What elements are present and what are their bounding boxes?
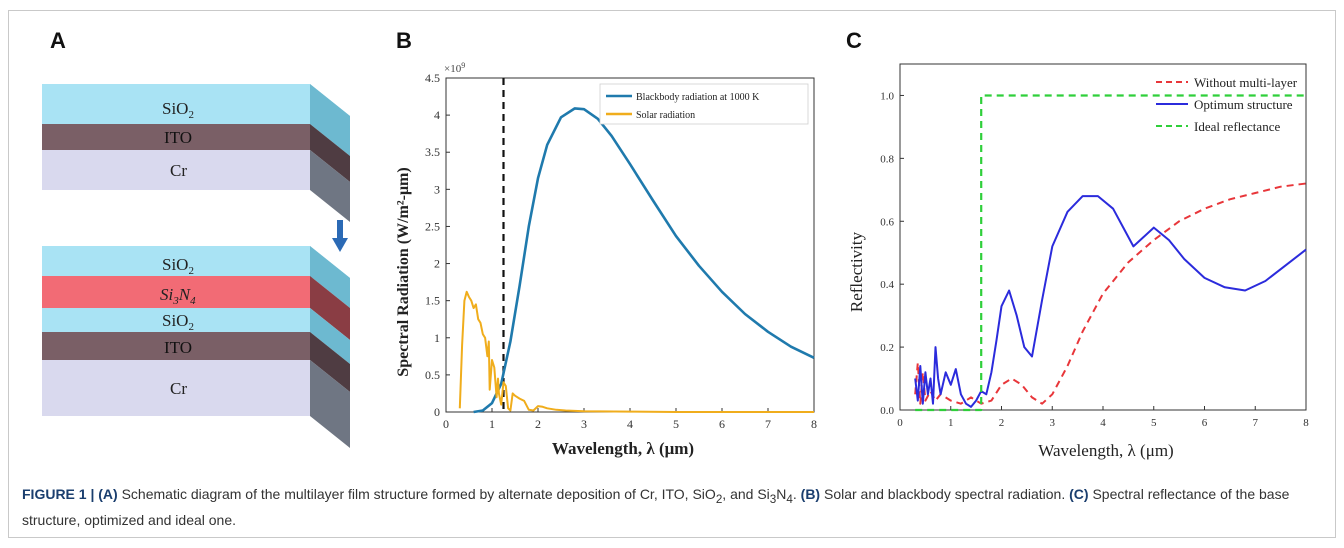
chart-b-xtick-label: 5 bbox=[673, 417, 679, 431]
chart-b-ytick-label: 4.5 bbox=[425, 71, 440, 85]
bottom-stack-ito-side bbox=[310, 332, 350, 392]
chart-b-xtick-label: 1 bbox=[489, 417, 495, 431]
top-stack: SiO2 ITO Cr bbox=[42, 84, 350, 222]
chart-c-xlabel: Wavelength, λ (μm) bbox=[1038, 441, 1173, 460]
arrow-down-icon bbox=[332, 220, 348, 252]
legend-c-ideal-label: Ideal reflectance bbox=[1194, 119, 1280, 134]
chart-b-series-solar bbox=[458, 290, 814, 413]
chart-b-ytick-label: 2.5 bbox=[425, 219, 440, 233]
bottom-stack-label-sio2b: SiO2 bbox=[162, 311, 194, 333]
caption-text-b: Solar and blackbody spectral radiation. bbox=[820, 486, 1070, 502]
chart-c-legend: Without multi-layer Optimum structure Id… bbox=[1156, 75, 1298, 134]
bottom-stack: SiO2 Si3N4 SiO2 ITO Cr bbox=[42, 246, 350, 448]
chart-c-xtick-label: 8 bbox=[1303, 417, 1309, 429]
chart-b-xtick-label: 0 bbox=[443, 417, 449, 431]
chart-b-series-blackbody bbox=[473, 107, 815, 414]
chart-b-xlabel: Wavelength, λ (μm) bbox=[552, 439, 694, 458]
bottom-stack-cr-front bbox=[42, 360, 310, 416]
caption-text-c: Spectral reflectance of the base structu… bbox=[22, 486, 1290, 528]
chart-c-axes-frame bbox=[899, 63, 1307, 411]
bottom-stack-ito-front bbox=[42, 332, 310, 360]
chart-b-ylabel: Spectral Radiation (W/m²-μm) bbox=[395, 167, 412, 376]
legend-c-optimum-label: Optimum structure bbox=[1194, 97, 1293, 112]
chart-c-ytick-label: 0.4 bbox=[880, 279, 894, 291]
chart-c-xtick-label: 7 bbox=[1253, 417, 1259, 429]
chart-b-xtick-label: 7 bbox=[765, 417, 771, 431]
bottom-stack-sio2-front bbox=[42, 246, 310, 276]
chart-b-ytick-label: 4 bbox=[434, 108, 440, 122]
caption-tag-b: (B) bbox=[800, 486, 821, 502]
top-stack-sio2-side bbox=[310, 84, 350, 156]
chart-c-ytick-label: 0.0 bbox=[880, 405, 894, 417]
chart-b-exponent: ×109 bbox=[444, 61, 465, 75]
bottom-stack-label-cr: Cr bbox=[170, 379, 187, 398]
chart-b-xtick-label: 3 bbox=[581, 417, 587, 431]
caption-tag-a: (A) bbox=[98, 486, 118, 502]
chart-c-ytick-label: 0.2 bbox=[880, 342, 894, 354]
chart-b-xtick-label: 4 bbox=[627, 417, 633, 431]
chart-c-xtick-label: 2 bbox=[999, 417, 1005, 429]
caption-text-a3: N bbox=[776, 486, 787, 502]
chart-c-xtick-label: 5 bbox=[1151, 417, 1157, 429]
legend-b-blackbody-label: Blackbody radiation at 1000 K bbox=[636, 92, 760, 103]
top-stack-sio2-front bbox=[42, 84, 310, 124]
top-stack-label-sio2: SiO2 bbox=[162, 99, 194, 121]
panel-letter-c: C bbox=[846, 28, 862, 53]
chart-b-axes-frame bbox=[445, 77, 815, 413]
caption-text-a4: . bbox=[792, 486, 801, 502]
bottom-stack-sio2-side bbox=[310, 246, 350, 308]
bottom-stack-label-ito: ITO bbox=[164, 338, 192, 357]
chart-c-xtick-label: 0 bbox=[897, 417, 903, 429]
chart-b-ytick-label: 3 bbox=[434, 182, 440, 196]
chart-b-ytick-label: 3.5 bbox=[425, 145, 440, 159]
top-stack-cr-side bbox=[310, 150, 350, 222]
chart-c-series-optimum bbox=[914, 195, 1307, 408]
chart-c: Reflectivity Wavelength, λ (μm) 0 1 2 3 4 5 6 7… bbox=[847, 63, 1309, 460]
caption-text-a2: , and Si bbox=[722, 486, 770, 502]
chart-c-ytick-label: 1.0 bbox=[880, 90, 894, 102]
panel-letter-b: B bbox=[396, 28, 412, 53]
chart-b-ytick-label: 0.5 bbox=[425, 368, 440, 382]
bottom-stack-sio2b-side bbox=[310, 308, 350, 364]
chart-c-ylabel: Reflectivity bbox=[847, 231, 866, 312]
chart-b: Spectral Radiation (W/m²-μm) Wavelength,… bbox=[395, 61, 817, 458]
chart-c-series-without bbox=[914, 182, 1307, 405]
chart-b-ytick-label: 1.5 bbox=[425, 294, 440, 308]
bottom-stack-label-si3n4: Si3N4 bbox=[160, 285, 196, 307]
top-stack-cr-front bbox=[42, 150, 310, 190]
chart-c-xtick-label: 1 bbox=[948, 417, 954, 429]
top-stack-ito-front bbox=[42, 124, 310, 150]
figure-caption: FIGURE 1 | (A) Schematic diagram of the … bbox=[22, 486, 1290, 528]
chart-c-ytick-label: 0.8 bbox=[880, 153, 894, 165]
chart-c-xtick-label: 3 bbox=[1050, 417, 1056, 429]
bottom-stack-si3n4-side bbox=[310, 276, 350, 340]
chart-b-plot-area: 0 1 2 3 4 5 6 7 8 0 0.5 1 1.5 2 2.5 3 3.5 4 4.5 bbox=[425, 71, 817, 431]
chart-b-ytick-label: 0 bbox=[434, 405, 440, 419]
chart-c-series-ideal bbox=[915, 94, 1306, 412]
chart-c-xtick-label: 6 bbox=[1202, 417, 1208, 429]
chart-b-xtick-label: 8 bbox=[811, 417, 817, 431]
chart-c-plot-area: 0 1 2 3 4 5 6 7 8 0.0 0.2 0.4 0.6 0.8 1.0 bbox=[880, 63, 1309, 429]
top-stack-label-ito: ITO bbox=[164, 128, 192, 147]
legend-c-without-label: Without multi-layer bbox=[1194, 75, 1298, 90]
top-stack-ito-side bbox=[310, 124, 350, 182]
chart-b-legend: Blackbody radiation at 1000 K Solar radi… bbox=[599, 83, 809, 125]
bottom-stack-cr-side bbox=[310, 360, 350, 448]
chart-b-xtick-label: 2 bbox=[535, 417, 541, 431]
caption-figure-label: FIGURE 1 | bbox=[22, 486, 95, 502]
top-stack-label-cr: Cr bbox=[170, 161, 187, 180]
bottom-stack-sio2b-front bbox=[42, 308, 310, 332]
legend-b-solar-label: Solar radiation bbox=[636, 110, 695, 121]
bottom-stack-label-sio2: SiO2 bbox=[162, 255, 194, 277]
caption-tag-c: (C) bbox=[1069, 486, 1089, 502]
chart-c-xtick-label: 4 bbox=[1100, 417, 1106, 429]
chart-b-xtick-label: 6 bbox=[719, 417, 725, 431]
bottom-stack-si3n4-front bbox=[42, 276, 310, 308]
caption-text-a: Schematic diagram of the multilayer film… bbox=[117, 486, 716, 502]
panel-letter-a: A bbox=[50, 28, 66, 53]
chart-b-ytick-label: 1 bbox=[434, 331, 440, 345]
panel-a-schematic: SiO2 ITO Cr SiO2 Si3N4 SiO2 ITO Cr bbox=[42, 84, 350, 448]
chart-b-ytick-label: 2 bbox=[434, 257, 440, 271]
chart-c-ytick-label: 0.6 bbox=[880, 216, 894, 228]
